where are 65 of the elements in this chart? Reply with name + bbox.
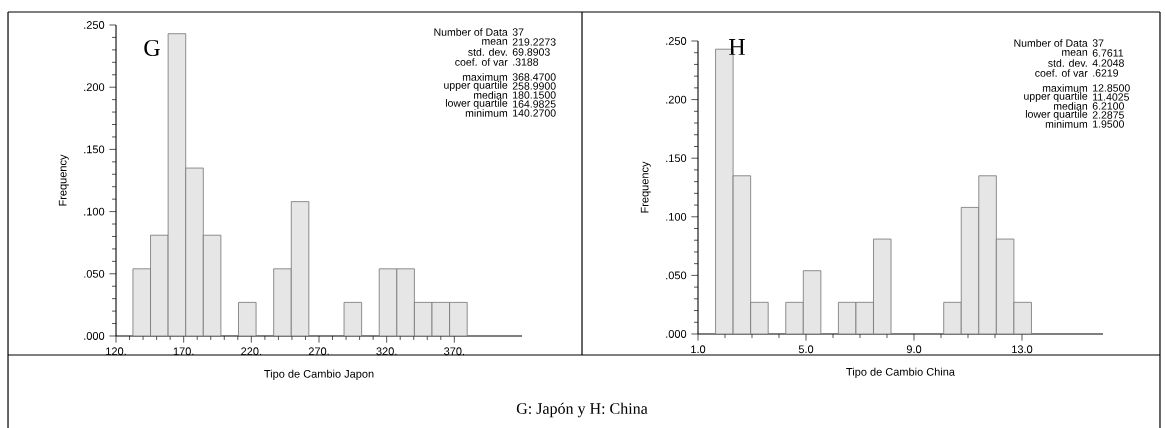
annotation: 6.2100 (1092, 102, 1124, 110)
annotation: 219.2273 (512, 38, 556, 46)
annotation: 2.2875 (1092, 111, 1124, 119)
annotation: std. dev. (1048, 59, 1087, 67)
annotation: 258.9900 (512, 82, 556, 90)
y-tick-label: .150 (84, 145, 105, 154)
y-tick-label: .050 (84, 269, 105, 278)
annotation: coef. of var (455, 58, 508, 66)
annotation: median (473, 91, 508, 99)
annotation: upper quartile (444, 81, 508, 91)
x-axis-title: Tipo de Cambio China (846, 367, 955, 378)
annotation: maximum (1042, 84, 1088, 92)
annotation: 4.2048 (1092, 59, 1124, 67)
x-axis-title: Tipo de Cambio Japon (264, 369, 374, 380)
y-tick-label: .150 (666, 154, 687, 163)
y-axis-title: Frequency (640, 161, 651, 213)
x-tick-label: 170. (173, 347, 194, 356)
annotation: coef. of var (1035, 69, 1088, 77)
annotation: .6219 (1093, 69, 1119, 77)
annotation: maximum (462, 73, 508, 81)
x-tick-label: 9.0 (906, 345, 922, 354)
y-tick-label: .000 (84, 332, 105, 340)
annotation: 37 (1092, 39, 1104, 47)
x-tick-label: 220. (241, 347, 262, 356)
annotation: 12.8500 (1093, 84, 1130, 92)
annotation: 140.2700 (513, 109, 556, 117)
annotation: mean (1062, 50, 1088, 56)
annotation: mean (482, 39, 508, 45)
annotation: median (1053, 102, 1088, 110)
annotation: 69.8903 (512, 48, 550, 56)
y-tick-label: .000 (666, 330, 687, 338)
y-tick-label: .250 (84, 21, 105, 29)
x-tick-label: 1.0 (691, 345, 706, 354)
annotation: H (729, 39, 745, 55)
y-tick-label: .200 (666, 95, 687, 104)
x-tick-label: 270. (308, 347, 329, 356)
annotation: minimum (465, 109, 508, 117)
annotation: upper quartile (1024, 92, 1088, 102)
y-tick-label: .100 (666, 212, 687, 221)
annotation: Number of Data (434, 28, 508, 36)
annotation: 6.7611 (1092, 49, 1124, 57)
y-tick-label: .200 (84, 83, 105, 92)
x-tick-label: 320. (376, 347, 397, 356)
annotation: 11.4025 (1093, 93, 1130, 101)
y-tick-label: .050 (666, 271, 687, 280)
y-tick-label: .250 (666, 37, 687, 45)
annotation: Number of Data (1014, 39, 1088, 47)
x-tick-label: 13.0 (1012, 345, 1033, 354)
annotation: 180.1500 (513, 91, 556, 99)
y-axis-title: Frequency (58, 154, 69, 206)
x-tick-label: 5.0 (798, 345, 814, 354)
text: G: Japón y H: China (516, 402, 648, 418)
annotation: lower quartile (445, 99, 508, 109)
annotation: G (144, 39, 160, 57)
annotation: 37 (512, 28, 524, 36)
annotation: minimum (1045, 120, 1088, 128)
annotation: .3188 (513, 58, 539, 66)
annotation: 1.9500 (1093, 120, 1124, 128)
annotation: std. dev. (468, 48, 507, 56)
x-tick-label: 120. (106, 347, 126, 356)
annotation: 368.4700 (512, 73, 556, 81)
y-tick-label: .100 (84, 207, 105, 216)
x-tick-label: 370. (444, 347, 465, 356)
annotation: lower quartile (1025, 110, 1088, 120)
annotation: 164.9825 (513, 100, 556, 108)
